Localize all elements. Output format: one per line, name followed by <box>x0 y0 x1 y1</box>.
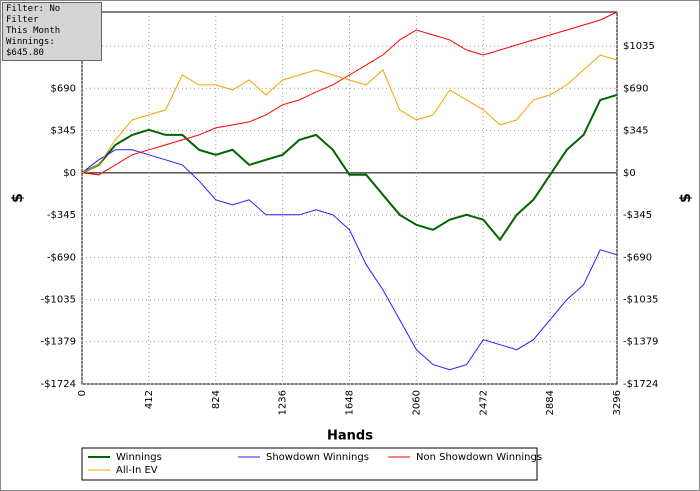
x-tick-label: 412 <box>144 390 155 409</box>
y-axis-label-right: $ <box>678 193 694 203</box>
legend-label: Winnings <box>116 452 162 463</box>
info-line: Filter: No Filter <box>6 4 61 25</box>
info-line: This Month <box>6 26 61 36</box>
y-tick-label-right: -$1724 <box>623 379 658 390</box>
series-line <box>81 11 618 176</box>
series-line <box>81 93 618 242</box>
x-tick-label: 2472 <box>478 390 489 415</box>
y-axis-label: $ <box>10 193 26 203</box>
y-tick-label-right: $345 <box>623 126 648 137</box>
legend <box>81 447 538 481</box>
y-tick-label: $345 <box>51 126 76 137</box>
y-tick-label: -$345 <box>47 210 76 221</box>
y-tick-label: -$1035 <box>41 295 76 306</box>
y-tick-label-right: $1035 <box>623 41 655 52</box>
y-tick-label-right: -$1035 <box>623 295 658 306</box>
y-tick-label: -$1724 <box>41 379 76 390</box>
y-tick-label: $690 <box>51 83 76 94</box>
y-tick-label-right: -$690 <box>623 252 652 263</box>
y-tick-label-right: -$1379 <box>623 337 658 348</box>
x-tick-label: 2060 <box>411 390 422 415</box>
info-line: Winnings: $645.80 <box>6 37 55 58</box>
plot-area <box>81 11 618 385</box>
x-tick-label: 3296 <box>612 390 623 415</box>
series-line <box>81 54 618 174</box>
y-tick-label: -$690 <box>47 252 76 263</box>
legend-label: Non Showdown Winnings <box>416 452 542 463</box>
x-tick-label: 824 <box>211 390 222 409</box>
legend-label: Showdown Winnings <box>266 452 369 463</box>
x-tick-label: 1236 <box>278 390 289 415</box>
x-tick-label: 0 <box>77 390 88 396</box>
y-tick-label: $0 <box>63 168 76 179</box>
x-tick-label: 2884 <box>545 390 556 415</box>
y-tick-label-right: $0 <box>623 168 636 179</box>
y-tick-label-right: $690 <box>623 83 648 94</box>
series-line <box>81 149 618 371</box>
x-tick-label: 1648 <box>345 390 356 415</box>
legend-label: All-In EV <box>116 465 158 476</box>
x-axis-label: Hands <box>327 429 373 444</box>
y-tick-label: -$1379 <box>41 337 76 348</box>
y-tick-label-right: -$345 <box>623 210 652 221</box>
info-box: Filter: No Filter This Month Winnings: $… <box>2 2 102 61</box>
